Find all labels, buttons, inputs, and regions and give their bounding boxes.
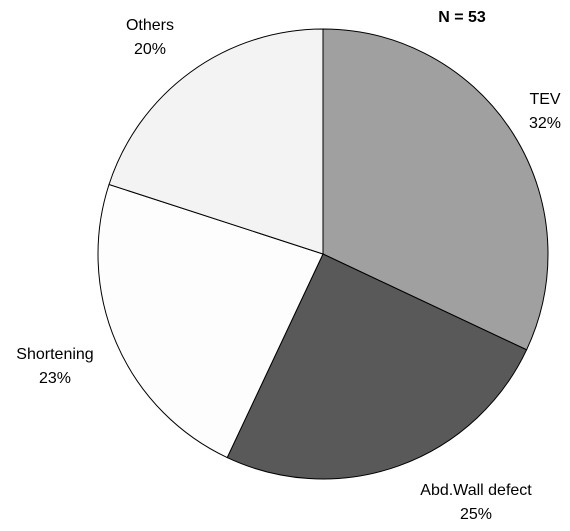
slice-label: Shortening <box>16 346 93 363</box>
slice-value-label: 32% <box>529 115 561 132</box>
pie-slice <box>108 28 324 255</box>
slice-value-label: 25% <box>460 506 492 523</box>
slice-value-label: 23% <box>39 370 71 387</box>
pie-slice <box>226 253 528 480</box>
slice-label: TEV <box>529 91 560 108</box>
slice-label: Abd.Wall defect <box>420 482 532 499</box>
slice-value-label: 20% <box>134 41 166 58</box>
pie-slice <box>322 28 549 351</box>
slice-label: Others <box>126 17 174 34</box>
chart-title: N = 53 <box>438 9 486 26</box>
pie-slice <box>97 183 324 459</box>
